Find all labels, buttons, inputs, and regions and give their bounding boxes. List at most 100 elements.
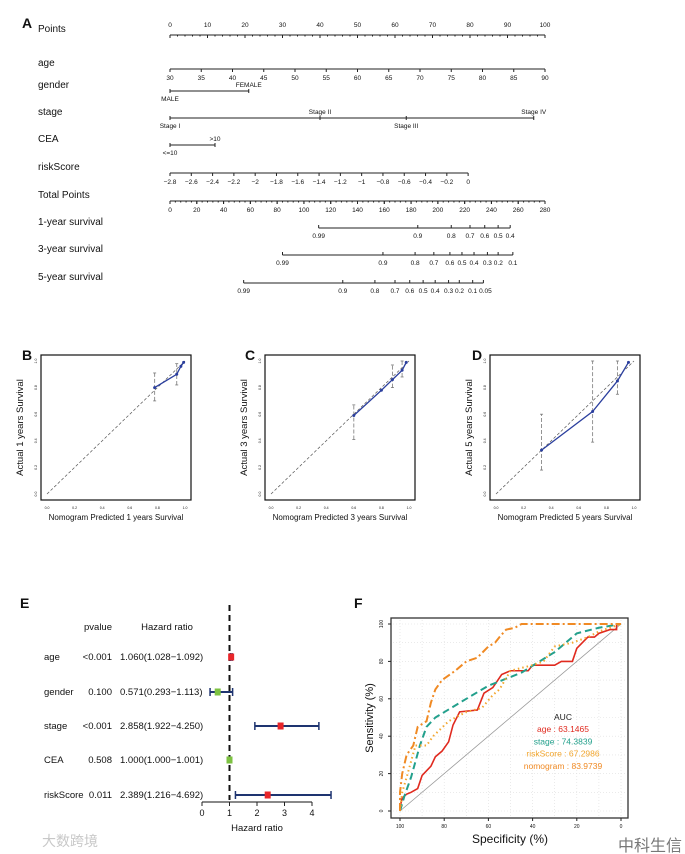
nomogram-level-label: <=10 <box>163 150 178 157</box>
nomogram-tick-label: 0.6 <box>480 233 489 240</box>
nomogram-tick-label: 80 <box>479 75 487 82</box>
x-tick-label: 3 <box>282 808 287 818</box>
x-tick-label: 0.8 <box>155 506 160 510</box>
calibration-curve <box>541 361 630 451</box>
y-tick-label: 60 <box>379 696 385 702</box>
nomogram-tick-label: 70 <box>416 75 424 82</box>
nomogram-tick-label: −2.2 <box>227 179 240 186</box>
nomogram-tick-label: 260 <box>513 207 524 214</box>
y-tick-label: 0.0 <box>258 492 262 497</box>
y-tick-label: 0.4 <box>258 438 262 443</box>
calibration-point <box>540 448 544 452</box>
nomogram-row-label: 3-year survival <box>38 244 103 255</box>
nomogram-tick-label: 160 <box>379 207 390 214</box>
nomogram-tick-label: 0.5 <box>419 288 428 295</box>
nomogram-row-label: Points <box>38 24 66 35</box>
nomogram-tick-label: 0.99 <box>276 260 289 267</box>
hazard-ratio-marker <box>214 688 221 696</box>
nomogram-tick-label: 35 <box>198 75 206 82</box>
nomogram-tick-label: 280 <box>540 207 551 214</box>
nomogram-tick-label: −1 <box>358 179 366 186</box>
x-tick-label: 0.6 <box>127 506 132 510</box>
calibration-point <box>182 360 186 364</box>
calibration-plot-frame <box>40 354 192 501</box>
nomogram-tick-label: 40 <box>316 22 324 29</box>
nomogram-tick-label: 0 <box>168 207 172 214</box>
nomogram-tick-label: 220 <box>459 207 470 214</box>
nomogram-tick-label: 0.6 <box>445 260 454 267</box>
nomogram-tick-label: 20 <box>241 22 249 29</box>
y-tick-label: 0.2 <box>483 465 487 470</box>
nomogram-tick-label: 85 <box>510 75 518 82</box>
legend-entry-riskscore: riskScore : 67.2986 <box>526 749 600 759</box>
nomogram-tick-label: −0.2 <box>440 179 453 186</box>
x-tick-label: 0.4 <box>324 506 329 510</box>
y-axis-label: Actual 1 years Survival <box>15 379 26 476</box>
legend-entry-age: age : 63.1465 <box>537 724 589 734</box>
nomogram-tick-label: 0.9 <box>413 233 422 240</box>
nomogram-level-label: FEMALE <box>236 82 263 89</box>
x-tick-label: 0.6 <box>351 506 356 510</box>
x-tick-label: 0.4 <box>549 506 554 510</box>
calibration-point <box>153 386 157 390</box>
legend-entry-nomogram: nomogram : 83.9739 <box>524 761 603 771</box>
nomogram-tick-label: 0.1 <box>468 288 477 295</box>
nomogram-tick-label: 0.5 <box>457 260 466 267</box>
legend-title: AUC <box>554 712 572 722</box>
calibration-point <box>352 414 356 418</box>
nomogram-tick-label: 0.4 <box>469 260 478 267</box>
x-tick-label: 0.8 <box>604 506 609 510</box>
x-tick-label: 2 <box>254 808 259 818</box>
roc-y-axis-label: Sensitivity (%) <box>364 683 376 753</box>
watermark-left: 大数跨境 <box>42 833 98 849</box>
nomogram-tick-label: 100 <box>298 207 309 214</box>
nomogram-tick-label: 80 <box>274 207 282 214</box>
x-tick-label: 20 <box>574 824 580 830</box>
nomogram-tick-label: 30 <box>166 75 174 82</box>
nomogram-tick-label: 240 <box>486 207 497 214</box>
nomogram-tick-label: −0.6 <box>398 179 411 186</box>
panel-label-d: D <box>472 347 482 363</box>
nomogram-tick-label: 0.5 <box>494 233 503 240</box>
forest-row-hr: 2.858(1.922−4.250) <box>120 721 203 732</box>
forest-row-hr: 2.389(1.216−4.692) <box>120 790 203 801</box>
roc-curve-nomogram <box>399 623 621 811</box>
ideal-diagonal-line <box>495 360 635 495</box>
forest-row-pvalue: <0.001 <box>83 721 112 732</box>
nomogram-tick-label: 60 <box>247 207 255 214</box>
x-tick-label: 0.0 <box>494 506 499 510</box>
y-tick-label: 1.0 <box>483 359 487 364</box>
nomogram-level-label: Stage III <box>394 123 418 130</box>
nomogram-tick-label: 0.9 <box>338 288 347 295</box>
nomogram-tick-label: 75 <box>448 75 456 82</box>
nomogram-tick-label: 0.99 <box>237 288 250 295</box>
x-tick-label: 80 <box>441 824 447 830</box>
nomogram-tick-label: 0.7 <box>390 288 399 295</box>
y-tick-label: 0 <box>379 809 385 812</box>
nomogram-row-label: stage <box>38 107 63 118</box>
watermark-right: 中科生信 <box>618 837 682 854</box>
nomogram-tick-label: 200 <box>432 207 443 214</box>
x-tick-label: 0.8 <box>379 506 384 510</box>
hazard-ratio-marker <box>228 653 235 661</box>
calibration-plot-frame <box>489 354 641 501</box>
nomogram-tick-label: 60 <box>391 22 399 29</box>
x-tick-label: 100 <box>396 824 405 830</box>
panel-label-c: C <box>245 347 255 363</box>
forest-row-label: riskScore <box>44 790 84 801</box>
calibration-point <box>379 388 383 392</box>
calibration-plot-frame <box>264 354 416 501</box>
nomogram-tick-label: 70 <box>429 22 437 29</box>
x-tick-label: 4 <box>309 808 314 818</box>
nomogram-tick-label: 90 <box>504 22 512 29</box>
nomogram-tick-label: 90 <box>541 75 549 82</box>
nomogram-row-label: gender <box>38 80 70 91</box>
nomogram-tick-label: 55 <box>323 75 331 82</box>
y-tick-label: 0.8 <box>483 385 487 390</box>
x-tick-label: 0.0 <box>269 506 274 510</box>
nomogram-tick-label: 50 <box>291 75 299 82</box>
nomogram-tick-label: −2 <box>251 179 259 186</box>
nomogram-tick-label: −1.8 <box>270 179 283 186</box>
x-tick-label: 0.6 <box>576 506 581 510</box>
x-tick-label: 1.0 <box>632 506 637 510</box>
